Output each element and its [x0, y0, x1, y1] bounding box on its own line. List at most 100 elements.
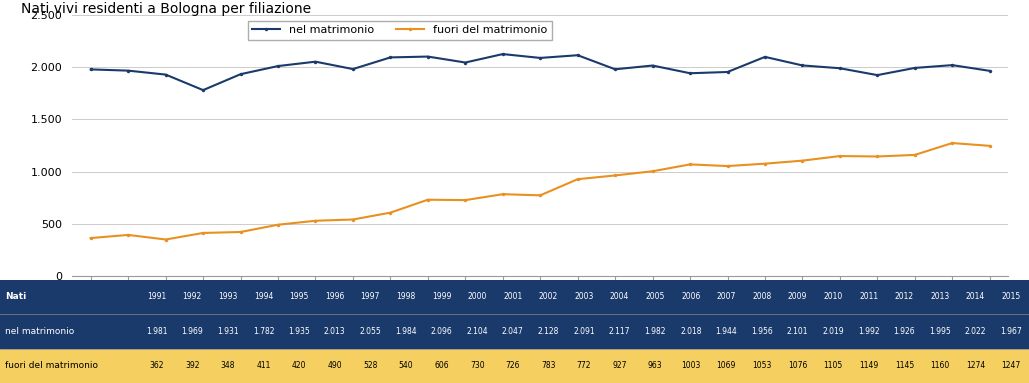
Text: 1247: 1247 — [1001, 361, 1021, 370]
Text: 963: 963 — [648, 361, 663, 370]
Text: 2.047: 2.047 — [502, 327, 524, 336]
Text: 1.984: 1.984 — [395, 327, 417, 336]
Bar — [0, 280, 139, 314]
Bar — [709, 314, 744, 349]
Bar — [531, 280, 566, 314]
Text: 1149: 1149 — [859, 361, 879, 370]
Text: 528: 528 — [363, 361, 378, 370]
fuori del matrimonio — [197, 231, 209, 235]
Bar — [495, 314, 531, 349]
Bar — [958, 280, 993, 314]
Bar — [780, 280, 815, 314]
Bar — [637, 280, 673, 314]
Bar — [317, 349, 353, 383]
Bar — [139, 314, 175, 349]
Bar — [388, 314, 424, 349]
nel matrimonio — [571, 53, 583, 57]
nel matrimonio — [384, 55, 396, 60]
Bar — [815, 349, 851, 383]
Bar — [673, 349, 709, 383]
Text: 2012: 2012 — [895, 292, 914, 301]
Text: 1053: 1053 — [752, 361, 772, 370]
nel matrimonio — [758, 55, 771, 59]
Text: 2.096: 2.096 — [431, 327, 453, 336]
Bar — [709, 280, 744, 314]
Bar — [780, 349, 815, 383]
fuori del matrimonio — [758, 161, 771, 166]
Bar — [637, 314, 673, 349]
Bar — [993, 314, 1029, 349]
nel matrimonio — [422, 54, 434, 59]
Text: 2001: 2001 — [503, 292, 523, 301]
Bar — [887, 314, 922, 349]
fuori del matrimonio — [909, 152, 921, 157]
Bar — [210, 280, 246, 314]
fuori del matrimonio — [459, 198, 471, 203]
Bar — [815, 280, 851, 314]
Bar — [424, 280, 459, 314]
fuori del matrimonio — [946, 141, 958, 145]
nel matrimonio — [310, 59, 322, 64]
Bar — [459, 349, 495, 383]
Text: 1274: 1274 — [966, 361, 985, 370]
Text: 1999: 1999 — [432, 292, 452, 301]
Bar — [388, 349, 424, 383]
Bar — [424, 314, 459, 349]
Bar — [175, 314, 210, 349]
Text: 348: 348 — [220, 361, 236, 370]
nel matrimonio — [721, 70, 734, 74]
Bar — [602, 314, 637, 349]
Bar — [993, 349, 1029, 383]
Bar — [353, 314, 388, 349]
Text: 2002: 2002 — [539, 292, 558, 301]
Bar — [495, 349, 531, 383]
Text: 1.992: 1.992 — [858, 327, 880, 336]
Text: 490: 490 — [327, 361, 342, 370]
fuori del matrimonio — [534, 193, 546, 198]
Text: 2015: 2015 — [1001, 292, 1021, 301]
Bar — [780, 314, 815, 349]
fuori del matrimonio — [422, 197, 434, 202]
Text: Nati vivi residenti a Bologna per filiazione: Nati vivi residenti a Bologna per filiaz… — [21, 2, 311, 16]
nel matrimonio — [235, 72, 247, 77]
Bar — [175, 349, 210, 383]
Bar — [958, 349, 993, 383]
Text: 2.091: 2.091 — [573, 327, 595, 336]
Text: 1.782: 1.782 — [253, 327, 275, 336]
Bar — [0, 314, 139, 349]
Text: 362: 362 — [149, 361, 164, 370]
Text: 1.969: 1.969 — [181, 327, 203, 336]
Text: 2008: 2008 — [752, 292, 772, 301]
nel matrimonio — [159, 72, 172, 77]
Bar — [922, 314, 958, 349]
Text: 1.935: 1.935 — [288, 327, 310, 336]
Bar — [281, 314, 317, 349]
Text: 2000: 2000 — [467, 292, 487, 301]
fuori del matrimonio — [235, 230, 247, 234]
Bar — [566, 349, 602, 383]
Text: 1991: 1991 — [147, 292, 167, 301]
nel matrimonio — [534, 56, 546, 60]
Text: 392: 392 — [185, 361, 200, 370]
Bar — [139, 349, 175, 383]
Bar — [744, 314, 780, 349]
Bar — [531, 314, 566, 349]
Text: 730: 730 — [470, 361, 485, 370]
Bar — [246, 314, 281, 349]
fuori del matrimonio — [646, 169, 659, 173]
Bar — [744, 349, 780, 383]
Text: 1069: 1069 — [716, 361, 736, 370]
Bar — [246, 280, 281, 314]
Text: 540: 540 — [398, 361, 414, 370]
fuori del matrimonio — [347, 217, 359, 222]
Text: 2004: 2004 — [610, 292, 630, 301]
Text: 411: 411 — [256, 361, 271, 370]
fuori del matrimonio — [721, 164, 734, 169]
Text: 1076: 1076 — [788, 361, 808, 370]
nel matrimonio — [684, 71, 697, 75]
Text: nel matrimonio: nel matrimonio — [5, 327, 74, 336]
Bar — [353, 349, 388, 383]
Text: 1105: 1105 — [823, 361, 843, 370]
Line: fuori del matrimonio: fuori del matrimonio — [90, 141, 991, 241]
Text: 1993: 1993 — [218, 292, 238, 301]
